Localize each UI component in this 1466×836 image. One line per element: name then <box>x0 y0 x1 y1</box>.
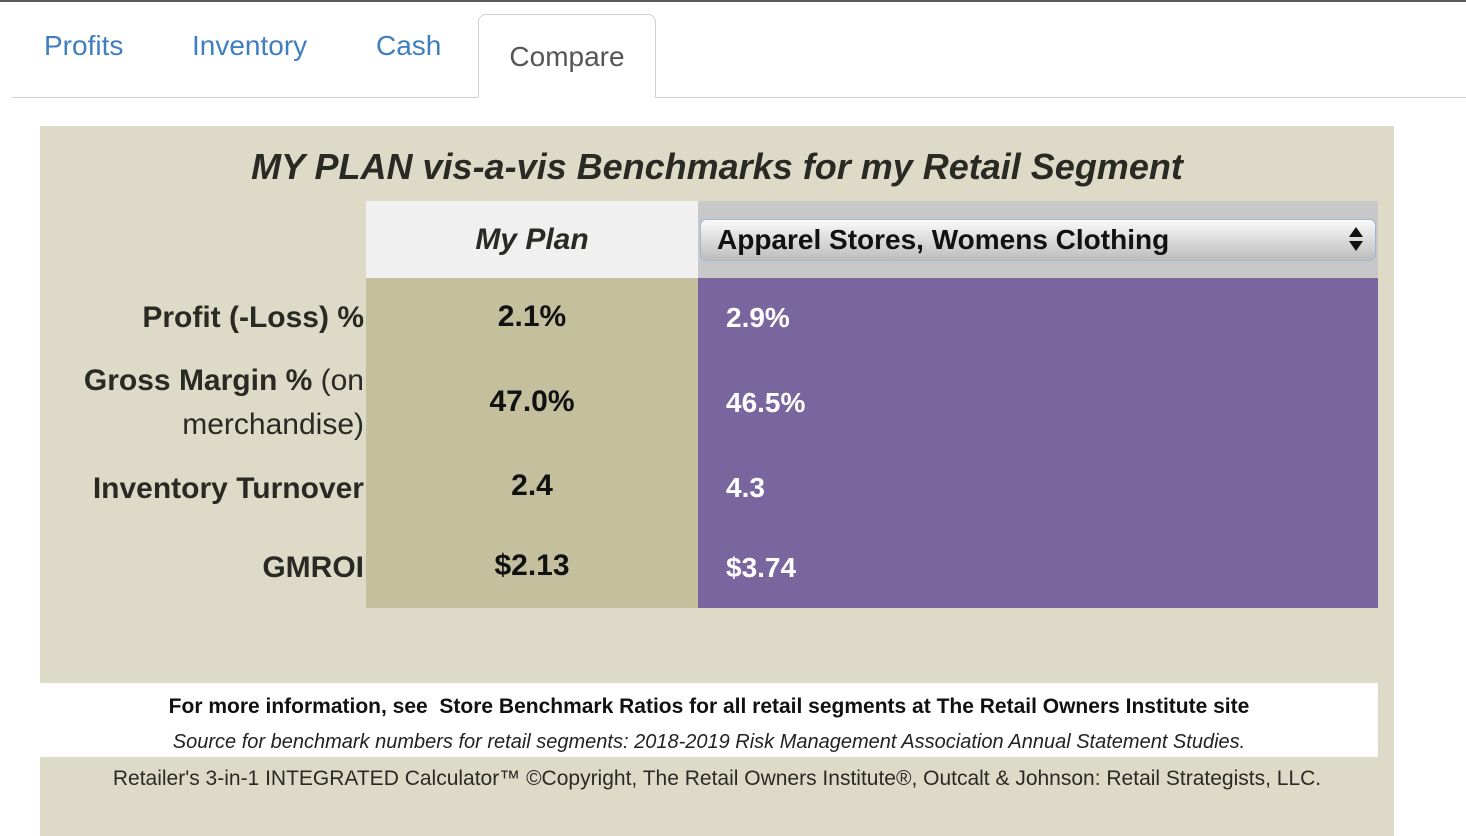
benchmark-header: Apparel Stores, Womens Clothing <box>698 201 1378 278</box>
segment-select[interactable]: Apparel Stores, Womens Clothing <box>700 219 1376 261</box>
info-box: For more information, see Store Benchmar… <box>40 683 1378 757</box>
more-info-prefix: For more information, see <box>168 695 440 718</box>
more-info-middle: for all retail segments at <box>683 695 937 718</box>
row-label-gross-margin-note: (on <box>312 364 364 397</box>
row-label-gross-margin: Gross Margin % (on merchandise) <box>34 359 364 447</box>
benchmark-value-profit: 2.9% <box>726 302 790 333</box>
benchmark-value-inventory-turnover: 4.3 <box>726 472 765 503</box>
plan-value-gross-margin: 47.0% <box>489 385 575 418</box>
row-label-gross-margin-note-2: merchandise) <box>182 408 364 441</box>
row-label-gmroi: GMROI <box>262 551 364 584</box>
source-note: Source for benchmark numbers for retail … <box>172 731 1246 753</box>
select-arrows-icon <box>1347 224 1365 254</box>
compare-panel: MY PLAN vis-a-vis Benchmarks for my Reta… <box>40 126 1394 836</box>
retail-owners-institute-link[interactable]: The Retail Owners Institute <box>936 695 1208 718</box>
benchmark-column <box>698 278 1378 608</box>
benchmark-value-gross-margin: 46.5% <box>726 387 806 418</box>
tab-inventory[interactable]: Inventory <box>192 30 308 61</box>
plan-value-inventory-turnover: 2.4 <box>511 469 553 502</box>
row-label-profit: Profit (-Loss) % <box>142 301 364 334</box>
plan-value-profit: 2.1% <box>497 300 567 333</box>
tab-compare[interactable]: Compare <box>478 14 656 98</box>
tab-profits[interactable]: Profits <box>44 30 124 61</box>
my-plan-header: My Plan <box>366 201 698 278</box>
my-plan-column <box>366 278 698 608</box>
more-info-line: For more information, see Store Benchmar… <box>40 695 1378 719</box>
top-rule <box>0 0 1466 2</box>
tab-cash[interactable]: Cash <box>376 30 442 61</box>
plan-value-gmroi: $2.13 <box>494 549 570 582</box>
benchmark-value-gmroi: $3.74 <box>726 552 797 583</box>
copyright-footer: Retailer's 3-in-1 INTEGRATED Calculator™… <box>112 767 1322 790</box>
store-benchmark-ratios-link[interactable]: Store Benchmark Ratios <box>439 695 684 718</box>
tab-bar: Profits Inventory Cash Compare <box>12 14 1466 98</box>
segment-select-value: Apparel Stores, Womens Clothing <box>717 224 1170 255</box>
panel-title: MY PLAN vis-a-vis Benchmarks for my Reta… <box>251 146 1183 187</box>
row-label-inventory-turnover: Inventory Turnover <box>92 472 364 505</box>
more-info-suffix: site <box>1207 695 1250 718</box>
row-label-gross-margin-bold: Gross Margin % <box>83 364 313 397</box>
